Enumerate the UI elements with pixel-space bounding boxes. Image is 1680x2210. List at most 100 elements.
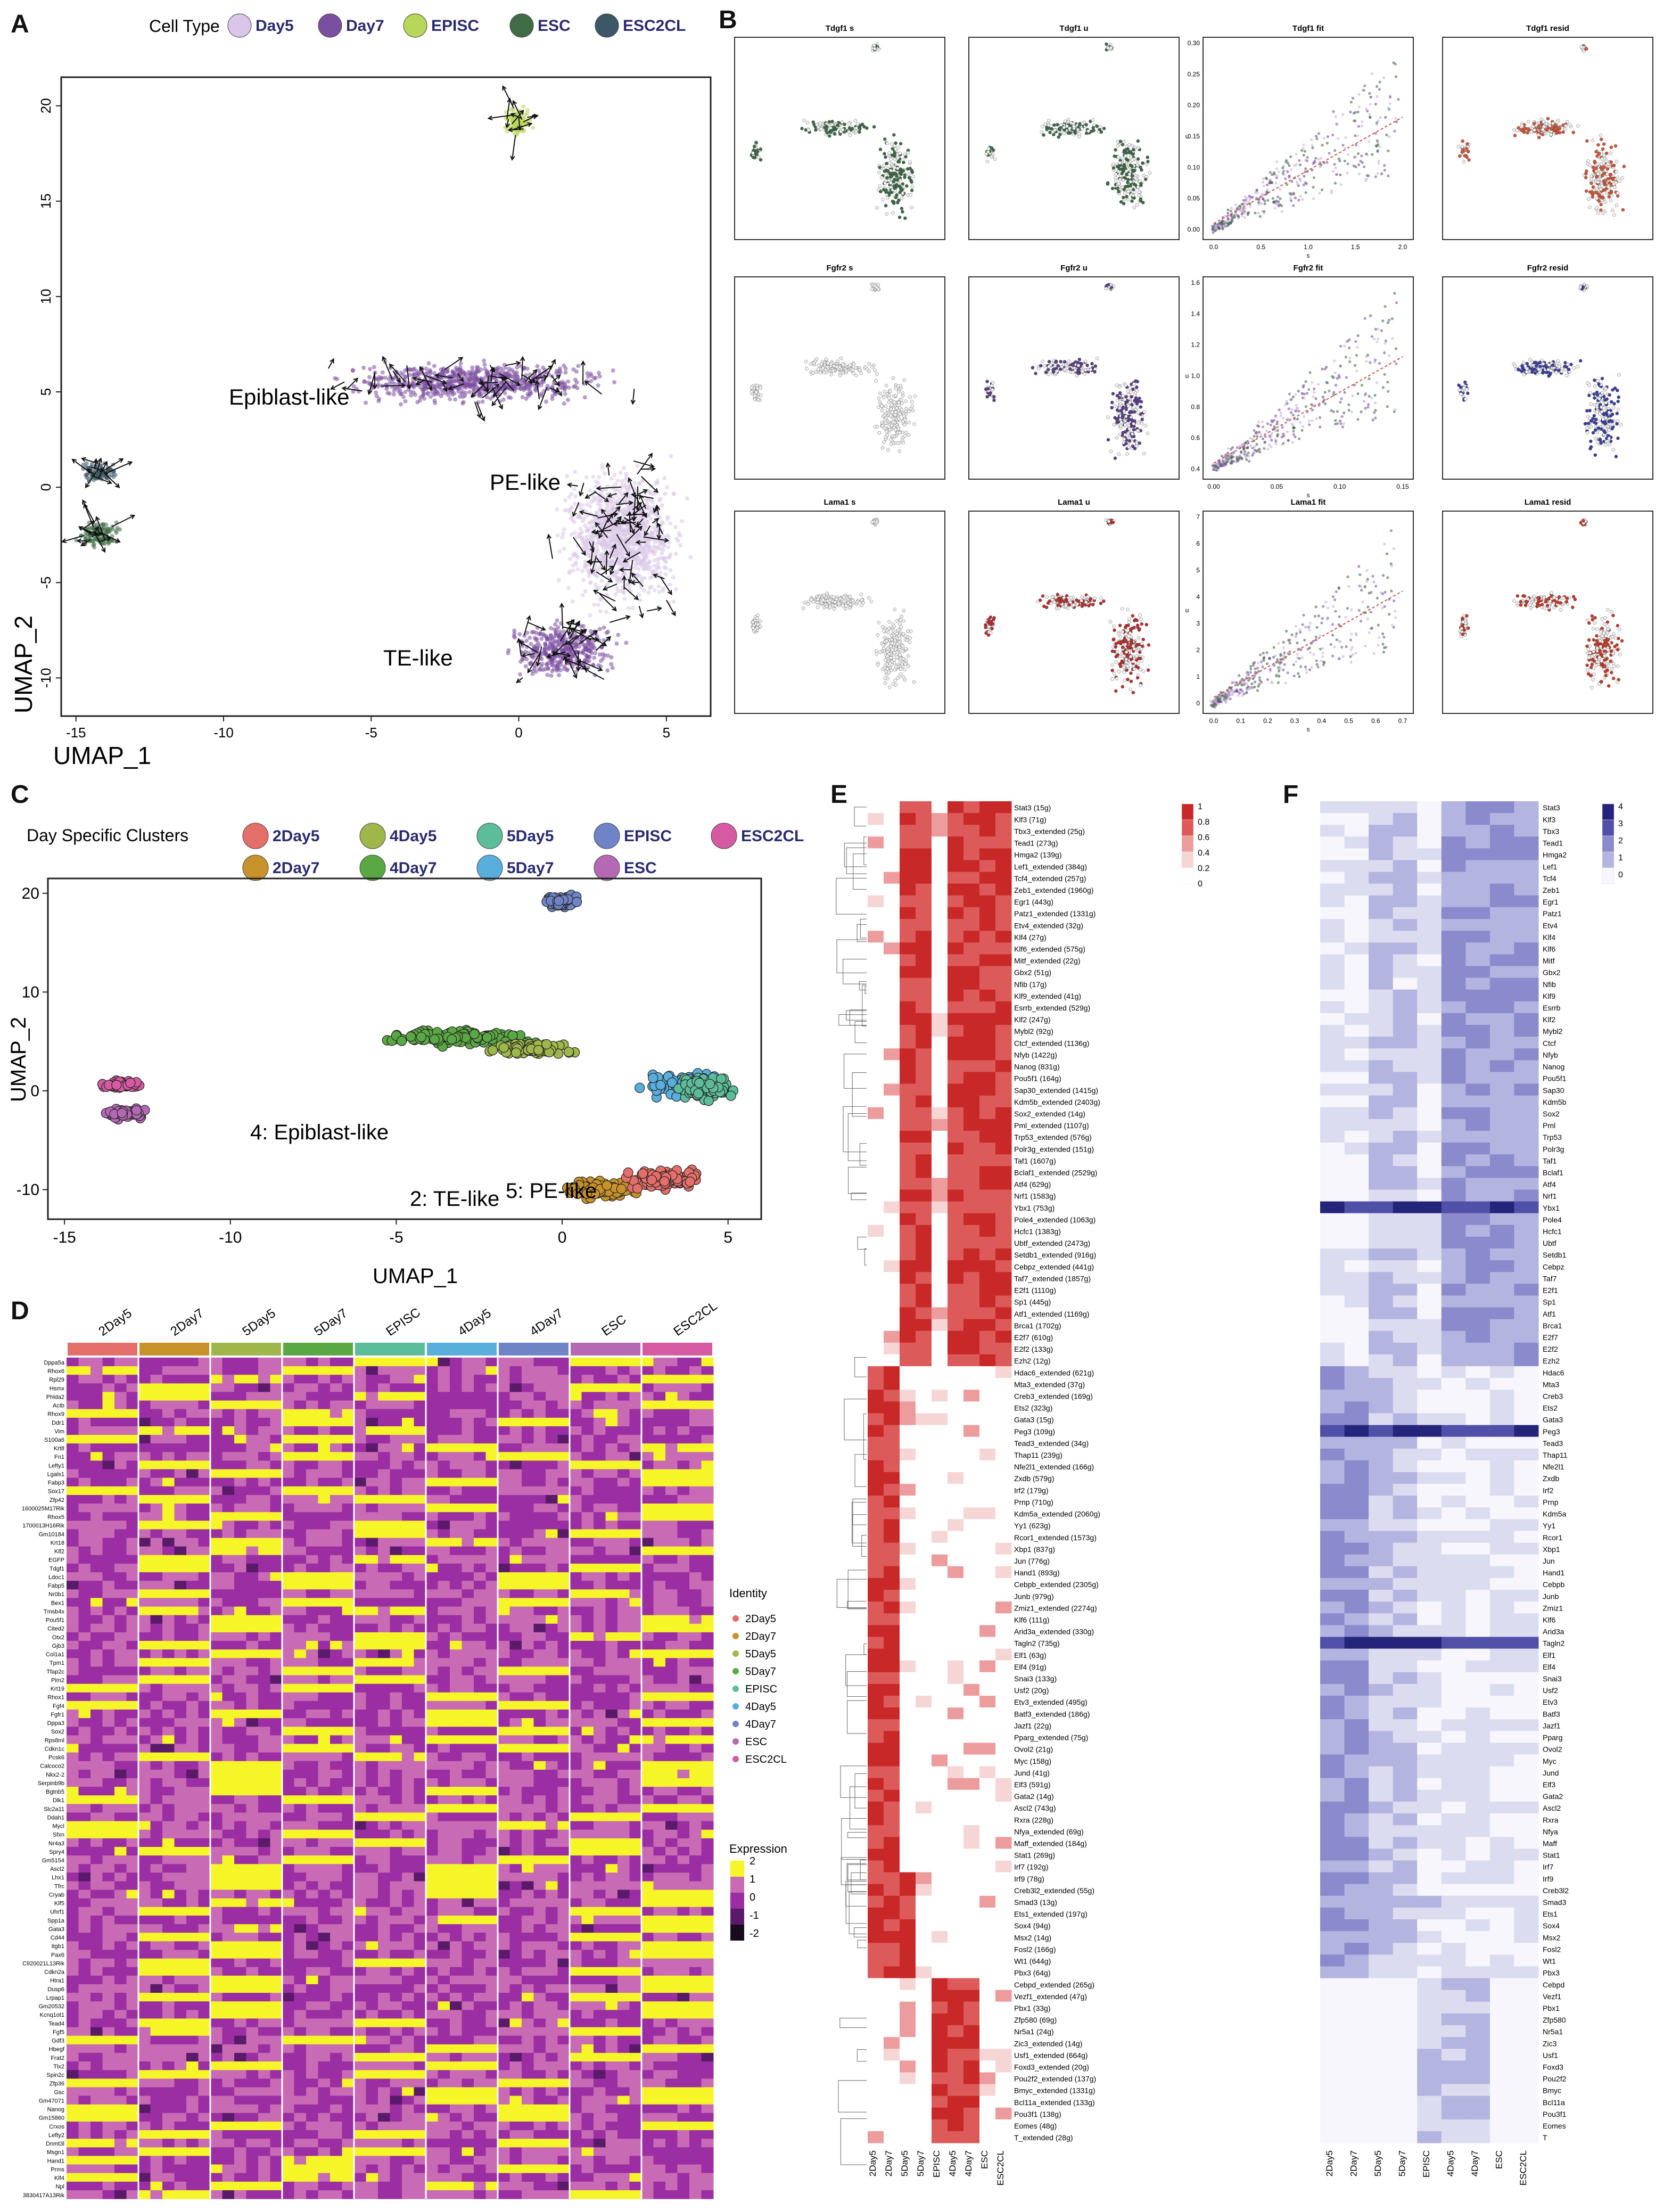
cell-point [403,390,408,395]
cell-point [622,506,627,511]
cell-point [1106,46,1110,50]
fit-point [1312,186,1315,189]
cell-point [524,396,529,401]
velocity-arrow [87,469,95,475]
fit-point [1379,116,1382,119]
cell-point [473,371,477,376]
cell-point [583,589,588,594]
fit-point [1289,199,1293,202]
cell-point [667,555,672,560]
cell-point [910,188,914,192]
cell-point [472,389,476,393]
fit-point [1357,172,1361,176]
cell-point [895,174,899,178]
cell-point [894,147,897,151]
fit-point [1278,187,1281,191]
velocity-arrow-head [401,383,406,388]
cell-point [584,659,589,663]
fit-point [1286,183,1289,186]
cell-point [1607,195,1611,199]
fit-point [1277,204,1280,208]
velocity-arrow-head [604,497,610,503]
cell-point [1105,42,1108,46]
fit-point [1213,227,1216,230]
cell-point [893,413,897,417]
cell-point [1561,130,1565,134]
cell-point [460,390,465,395]
fit-point [1318,192,1321,195]
fit-point [1394,75,1397,78]
fit-point [1361,161,1364,165]
cell-point [759,386,762,390]
fit-point [1349,110,1352,114]
cell-point [617,531,622,536]
cell-point [887,400,891,404]
cell-point [597,565,602,569]
cell-point [1601,211,1605,215]
cell-point [1600,177,1603,182]
cell-point [660,503,664,508]
fit-point [1356,152,1360,155]
cell-point [613,537,617,541]
cell-point [1571,130,1575,134]
cell-point [750,390,754,394]
cell-point [637,593,641,597]
cell-point [624,525,629,530]
cell-point [886,408,890,412]
cell-point [1616,191,1620,195]
cell-point [1600,184,1604,187]
fit-point [1317,132,1320,135]
fit-point [1306,156,1309,159]
cell-point [1551,121,1555,126]
cell-point [874,379,878,383]
cell-point [620,479,624,484]
cell-point [448,397,452,401]
velocity-arrow-head [516,678,521,684]
cell-point [563,391,567,396]
cell-point [411,373,416,378]
velocity-arrow-head [546,653,551,659]
cell-point [906,151,910,155]
cell-point [1049,124,1053,128]
cell-point [752,155,755,159]
fit-point [1298,159,1301,162]
cell-point [1043,364,1047,368]
velocity-arrow-head [528,379,533,385]
plot-frame-a [60,76,712,717]
velocity-arrow-head [625,552,630,557]
cell-point [562,527,566,532]
cell-point [611,368,615,373]
cell-point [858,130,861,134]
cell-point [1604,191,1609,195]
cell-point [585,371,590,376]
velocity-arrow-head [61,538,67,544]
velocity-arrow-head [575,667,581,672]
cell-point [1091,118,1095,122]
cell-point [819,127,823,131]
cell-point [839,356,843,360]
velocity-arrow [501,376,515,391]
cell-point [532,372,537,376]
velocity-arrow [594,491,609,502]
velocity-arrow [425,375,447,384]
velocity-arrow-head [516,637,522,643]
cell-point [891,211,895,215]
velocity-arrow [572,502,580,516]
velocity-arrow-head [103,461,108,466]
fit-point [1288,175,1291,178]
fit-point [1266,188,1269,192]
cell-point [876,287,880,291]
fit-point [1269,171,1272,174]
cell-point [891,147,894,151]
cell-point [515,365,520,370]
fit-y-tick: 0.10 [1188,163,1200,171]
cell-point [1122,202,1126,206]
cell-point [495,372,499,376]
cell-point [1588,163,1592,167]
cell-point [662,476,667,480]
cell-point [596,383,600,388]
cell-point [531,125,536,130]
velocity-arrow-head [505,123,510,129]
velocity-arrow-head [557,391,562,397]
cell-point [652,563,657,568]
